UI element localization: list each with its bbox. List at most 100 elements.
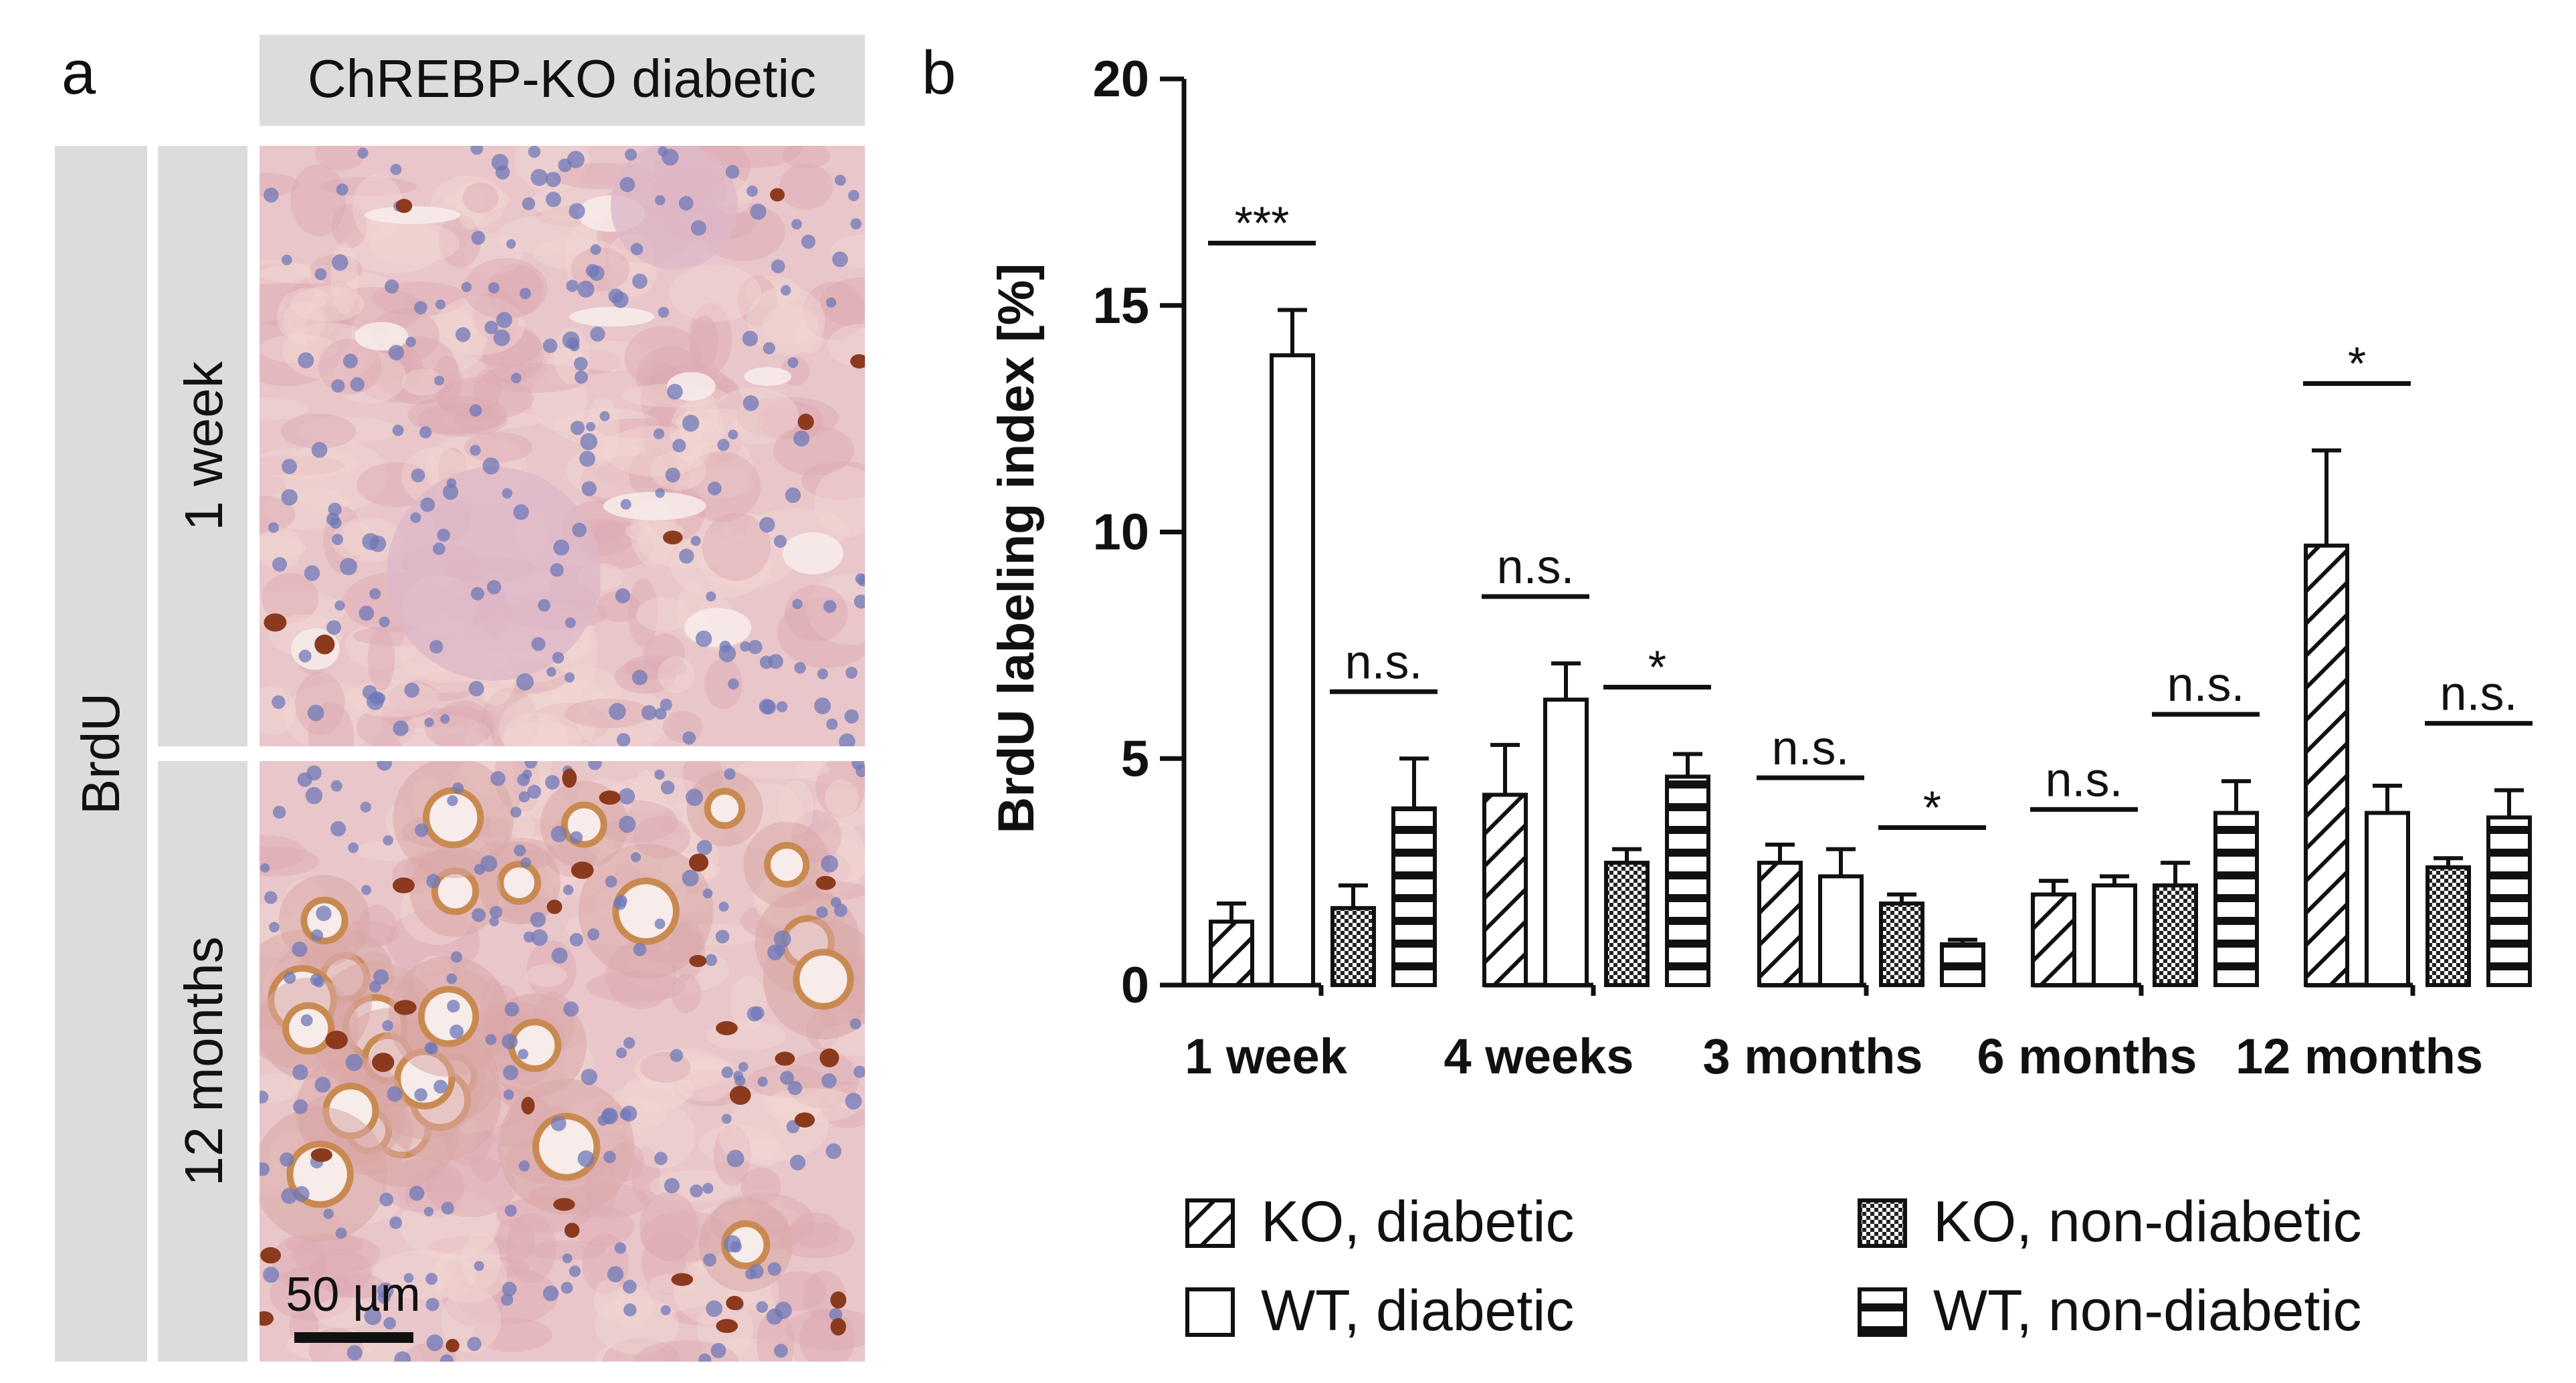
nucleus [614, 1242, 627, 1254]
nucleus [698, 1353, 712, 1362]
nucleus [409, 1186, 425, 1201]
brdu-positive-nucleus [564, 1222, 580, 1238]
x-tick-label: 3 months [1703, 1029, 1923, 1084]
bar [1604, 861, 1650, 987]
tissue-texture [506, 1212, 557, 1283]
tissue-texture [260, 259, 312, 284]
tissue-texture [544, 665, 621, 714]
brdu-positive-nucleus [599, 790, 621, 805]
nucleus [581, 481, 597, 496]
tissue-texture [331, 204, 367, 249]
tissue-texture [825, 779, 859, 818]
nucleus [432, 542, 445, 556]
nucleus [433, 1079, 448, 1094]
nucleus [369, 980, 381, 993]
nucleus [747, 1006, 763, 1022]
tissue-texture [405, 714, 478, 734]
nucleus [545, 191, 561, 207]
tissue-texture [286, 276, 359, 337]
nucleus [519, 288, 531, 300]
tissue-texture [713, 379, 742, 425]
tissue-texture [462, 1232, 501, 1289]
nucleus [385, 279, 399, 294]
nucleus [263, 1267, 280, 1283]
tissue-texture [297, 417, 399, 443]
nucleus [748, 639, 763, 655]
nucleus [587, 928, 600, 941]
tissue-texture [482, 363, 589, 393]
tissue-texture [488, 263, 544, 317]
nucleus [767, 1262, 781, 1276]
tubule-lumen [704, 788, 746, 829]
brdu-positive-nucleus [372, 1053, 395, 1072]
nucleus [490, 770, 506, 786]
tissue-texture [555, 408, 662, 446]
tissue-texture [763, 304, 818, 344]
brdu-positive-nucleus [260, 1247, 281, 1264]
stain-label-box [55, 146, 147, 1362]
nucleus [332, 534, 344, 546]
nucleus [547, 667, 557, 677]
nucleus [854, 1065, 865, 1078]
nucleus [826, 718, 838, 730]
nucleus [792, 599, 803, 609]
nucleus [563, 1001, 579, 1017]
legend-label: KO, diabetic [1261, 1190, 1574, 1254]
nucleus [658, 306, 670, 318]
nucleus [470, 445, 481, 456]
nucleus [310, 929, 324, 942]
nucleus [848, 190, 860, 201]
tissue-texture [363, 342, 423, 392]
nucleus [660, 1305, 671, 1315]
nucleus [682, 869, 699, 887]
tissue-texture [283, 301, 325, 343]
tissue-texture [634, 1048, 728, 1091]
nucleus [761, 700, 777, 715]
glomerulus [387, 467, 601, 681]
brdu-positive-nucleus [663, 530, 683, 545]
nucleus [474, 1261, 484, 1271]
nucleus [413, 301, 427, 314]
tubule-lumen [764, 842, 810, 888]
nucleus [794, 661, 806, 674]
tissue-texture [272, 1235, 327, 1289]
tissue-texture [260, 526, 303, 571]
tissue-texture [626, 1103, 696, 1168]
nucleus [581, 1069, 597, 1085]
tissue-texture [481, 687, 539, 746]
nucleus [392, 424, 404, 436]
tissue-texture [373, 1250, 477, 1300]
nucleus [482, 457, 500, 475]
tissue-texture [795, 318, 824, 353]
nucleus [441, 1202, 454, 1215]
tissue-texture [595, 1296, 679, 1355]
tissue-texture [445, 188, 510, 211]
brdu-positive-nucleus [794, 1112, 815, 1128]
tissue-texture [424, 706, 493, 746]
row-label-box-1 [158, 146, 247, 746]
nucleus [785, 487, 801, 504]
nucleus [374, 692, 386, 704]
y-tick-label: 20 [1092, 51, 1149, 108]
micrograph-1week [260, 146, 865, 746]
tissue-texture [637, 515, 736, 568]
nucleus [686, 788, 704, 807]
tissue-texture [359, 362, 437, 403]
nucleus [382, 1020, 393, 1031]
nucleus [655, 488, 665, 498]
nucleus [823, 600, 837, 613]
nucleus [718, 901, 729, 912]
nucleus [506, 239, 516, 249]
nucleus [425, 1273, 438, 1285]
nucleus [845, 1093, 862, 1110]
tissue-texture [260, 845, 320, 877]
nucleus [496, 312, 512, 328]
nucleus [342, 353, 358, 368]
tissue-texture [503, 712, 569, 746]
nucleus [590, 244, 601, 255]
tissue-texture [570, 1206, 635, 1247]
tissue-texture [260, 1073, 298, 1102]
tissue-texture [425, 1155, 516, 1218]
nucleus [562, 1253, 573, 1264]
